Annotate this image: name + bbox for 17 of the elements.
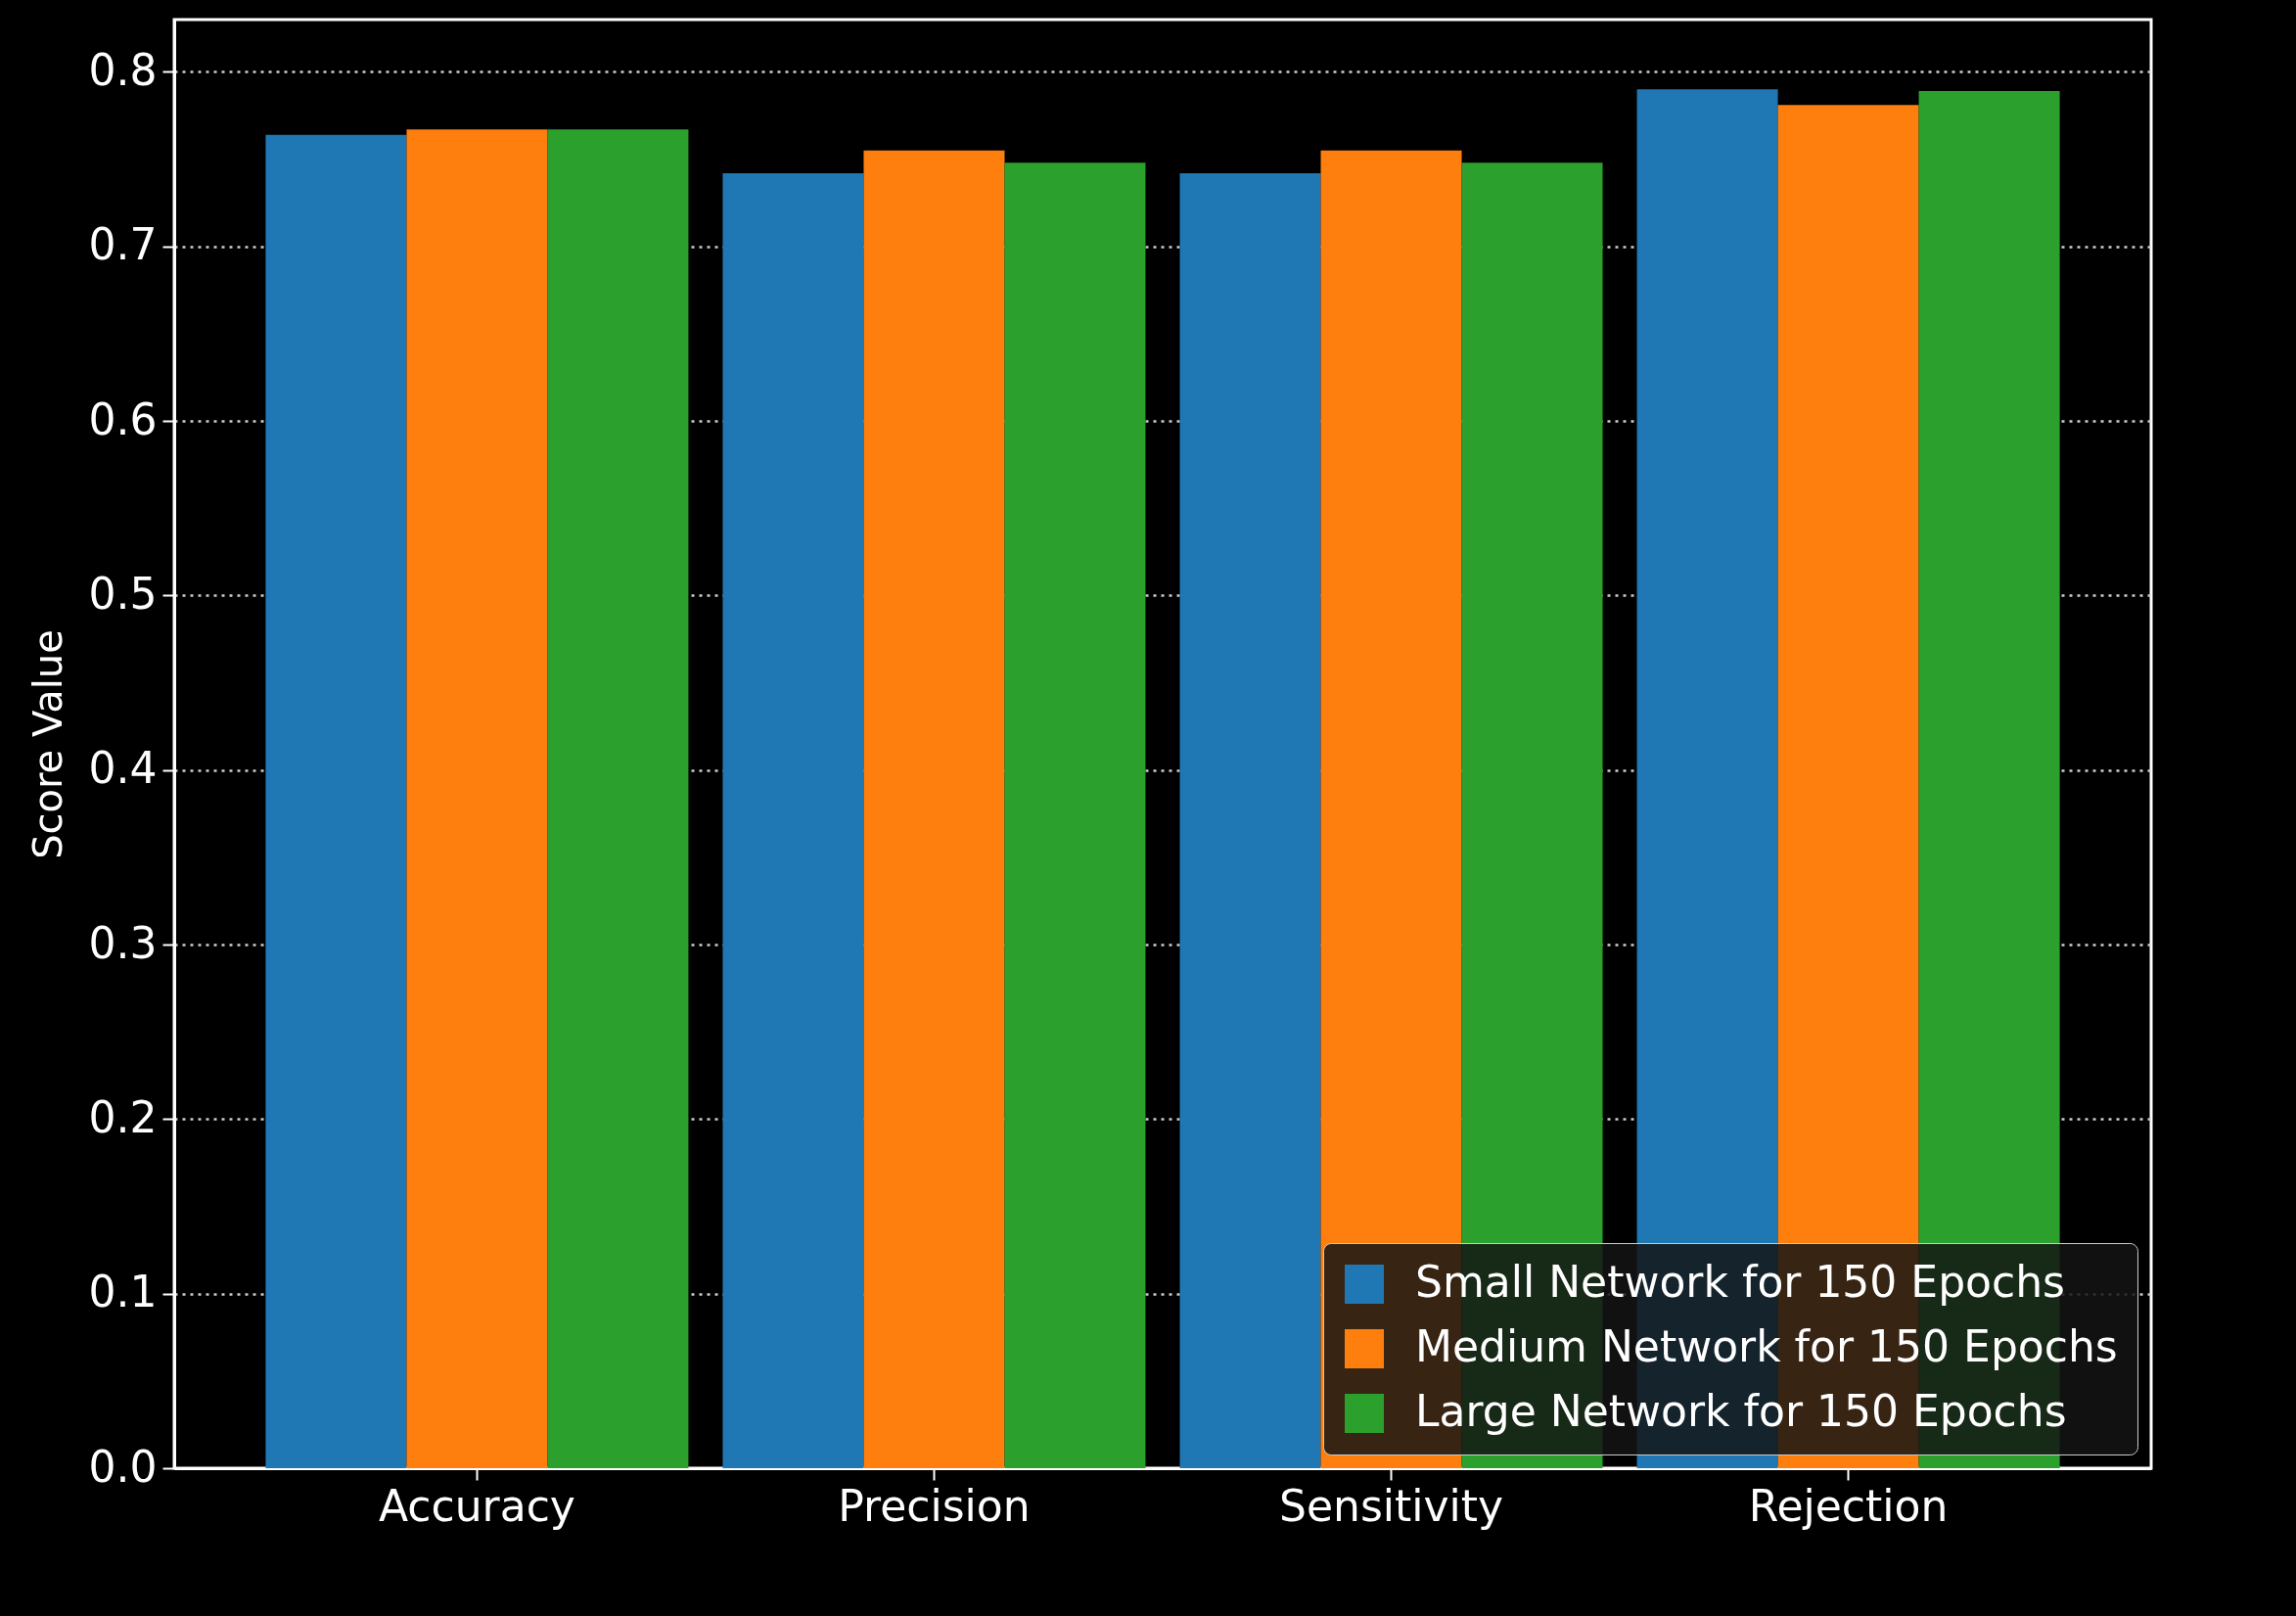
y-tick-label: 0.2	[88, 1091, 158, 1142]
y-tick-label: 0.4	[88, 743, 158, 794]
y-tick-label: 0.3	[88, 917, 158, 968]
legend-label: Medium Network for 150 Epochs	[1415, 1321, 2118, 1371]
legend-label: Large Network for 150 Epochs	[1415, 1386, 2067, 1436]
y-tick-label: 0.0	[88, 1441, 158, 1492]
y-tick-label: 0.1	[88, 1267, 158, 1317]
legend-label: Small Network for 150 Epochs	[1415, 1257, 2065, 1307]
x-tick-label: Rejection	[1748, 1480, 1949, 1531]
y-tick-label: 0.8	[88, 44, 158, 95]
y-tick-label: 0.6	[88, 393, 158, 444]
y-tick-label: 0.5	[88, 568, 158, 619]
y-tick-label: 0.7	[88, 219, 158, 270]
x-tick-label: Precision	[838, 1480, 1031, 1531]
x-tick-label: Sensitivity	[1278, 1480, 1504, 1531]
y-axis-title: Score Value	[24, 629, 70, 859]
x-tick-label: Accuracy	[378, 1480, 575, 1531]
